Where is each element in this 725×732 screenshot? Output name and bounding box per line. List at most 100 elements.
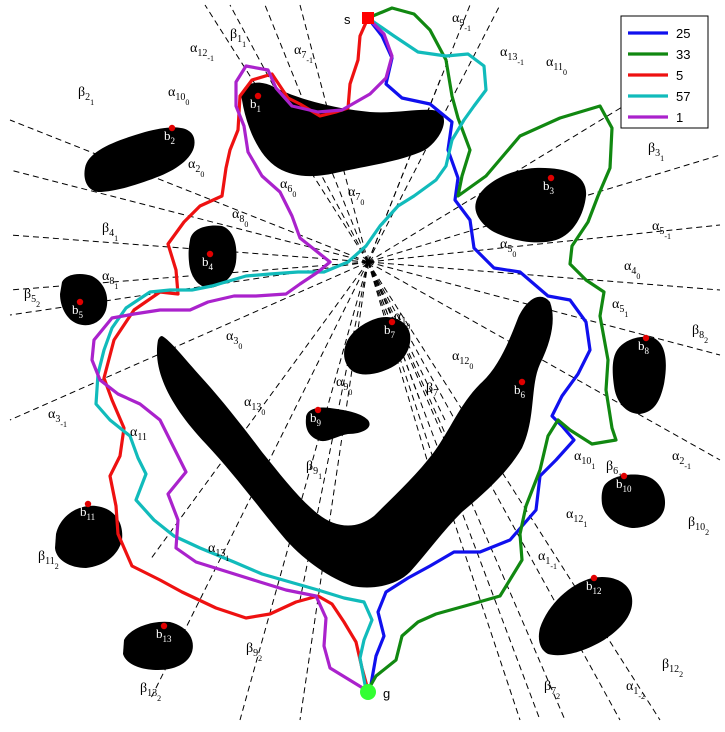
legend-label-33: 33 (676, 47, 690, 62)
ray-label-27: α3-1 (48, 407, 67, 429)
obstacle-b4 (188, 225, 237, 288)
ray-label-25: β7 (426, 381, 438, 399)
ray-line-28 (367, 261, 476, 501)
ray-label-19: α81 (102, 269, 118, 291)
ray-label-20: α10 (394, 309, 410, 331)
ray-label-16: α51 (612, 297, 628, 319)
path-1 (90, 16, 394, 692)
ray-label-33: β102 (688, 515, 709, 537)
obstacle-b11 (55, 505, 123, 568)
ray-line-26 (367, 261, 661, 721)
ray-line-15 (367, 261, 721, 291)
ray-label-39: β122 (662, 657, 683, 679)
marker-b8 (642, 334, 650, 342)
ray-label-2: α7-1 (294, 43, 313, 65)
label-b11: b11 (80, 504, 95, 522)
ray-label-18: β52 (24, 287, 40, 309)
ray-label-17: α40 (624, 259, 640, 281)
ray-label-22: α30 (226, 329, 242, 351)
legend-label-25: 25 (676, 26, 690, 41)
ray-label-14: α5-1 (652, 219, 671, 241)
ray-label-41: β72 (544, 679, 560, 701)
obstacle-b3 (475, 167, 587, 243)
marker-b12 (590, 574, 598, 582)
start-marker: s (344, 12, 374, 27)
label-b7: b7 (384, 322, 396, 340)
label-b2: b2 (164, 128, 175, 146)
ray-line-17 (367, 261, 721, 461)
obstacle-b6 (156, 296, 553, 588)
obstacle-markers (76, 92, 650, 630)
label-b4: b4 (202, 254, 214, 272)
obstacle-b2 (84, 127, 195, 192)
marker-b10 (620, 472, 628, 480)
marker-b13 (160, 622, 168, 630)
legend-label-1: 1 (676, 110, 683, 125)
ray-label-0: β11 (230, 27, 246, 49)
ray-label-38: β92 (246, 641, 262, 663)
ray-label-26: α130 (244, 395, 265, 417)
ray-label-8: α20 (188, 157, 204, 179)
marker-b1 (254, 92, 262, 100)
marker-b4 (206, 250, 214, 258)
ray-line-22 (299, 261, 369, 721)
ray-label-37: α131 (208, 541, 229, 563)
ray-label-4: α13-1 (500, 45, 524, 67)
ray-line-10 (9, 119, 369, 263)
obstacles (55, 82, 666, 670)
candidate-paths (90, 6, 618, 692)
ray-line-6 (367, 79, 441, 263)
start-label: s (344, 12, 351, 27)
ray-label-36: β112 (38, 549, 59, 571)
goal-label: g (383, 686, 390, 701)
ray-line-29 (367, 261, 431, 471)
marker-b6 (518, 378, 526, 386)
ray-line-4 (367, 4, 471, 263)
ray-label-15: α50 (500, 237, 516, 259)
obstacle-b9 (305, 407, 370, 442)
label-b3: b3 (543, 178, 555, 196)
label-b1: b1 (250, 96, 261, 114)
center-point (361, 255, 375, 269)
ray-label-12: β31 (648, 141, 664, 163)
ray-line-9 (367, 224, 721, 263)
ray-label-9: α60 (280, 177, 296, 199)
label-b10: b10 (616, 476, 632, 494)
label-b9: b9 (310, 410, 322, 428)
marker-b3 (547, 174, 555, 182)
legend-label-5: 5 (676, 68, 683, 83)
label-b5: b5 (72, 302, 84, 320)
marker-b11 (84, 500, 92, 508)
ray-label-7: α100 (168, 85, 189, 107)
ray-line-19 (149, 261, 369, 561)
path-33 (366, 6, 618, 692)
ray-label-32: β91 (306, 459, 322, 481)
marker-b2 (168, 124, 176, 132)
goal-marker: g (360, 684, 390, 701)
label-b12: b12 (586, 578, 602, 596)
obstacle-b5 (60, 274, 108, 326)
ray-label-42: α1-2 (626, 679, 645, 701)
ray-line-18 (9, 261, 369, 421)
ray-line-2 (264, 4, 369, 263)
ray-label-11: α80 (232, 207, 248, 229)
ray-label-5: α110 (546, 55, 567, 77)
ray-label-31: α101 (574, 449, 595, 471)
obstacle-b7 (344, 316, 411, 375)
ray-label-13: β41 (102, 221, 118, 243)
ray-label-40: β132 (140, 681, 161, 703)
label-b13: b13 (156, 626, 172, 644)
path-25 (366, 16, 592, 692)
ray-label-3: α9-1 (452, 11, 471, 33)
ray-label-1: α12-1 (190, 41, 214, 63)
ray-label-23: α120 (452, 349, 473, 371)
path-57 (94, 16, 488, 692)
ray-labels: β11 α12-1 α7-1 α9-1 α13-1 α110 β21 α100 α20 α60 α7… (24, 11, 709, 703)
marker-b5 (76, 298, 84, 306)
obstacle-b13 (123, 621, 193, 670)
path-5 (102, 16, 370, 692)
obstacle-b10 (601, 474, 666, 528)
ray-label-35: α1-1 (538, 549, 557, 571)
